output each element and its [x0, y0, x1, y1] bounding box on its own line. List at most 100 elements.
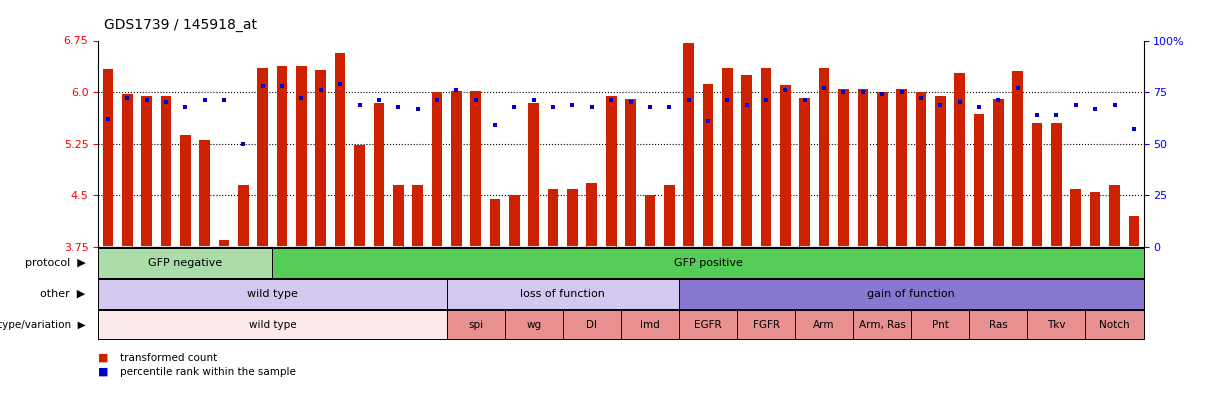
- Point: [659, 103, 679, 110]
- Text: GSM88218: GSM88218: [471, 247, 480, 288]
- Text: GSM88226: GSM88226: [800, 250, 810, 291]
- Bar: [1032, 123, 1043, 247]
- Bar: [504, 310, 563, 339]
- Point: [389, 103, 409, 110]
- Text: GSM88216: GSM88216: [780, 247, 790, 288]
- Text: GSM88249: GSM88249: [374, 250, 383, 291]
- Bar: [393, 185, 404, 247]
- Bar: [161, 96, 172, 247]
- Text: GSM88230: GSM88230: [877, 247, 887, 288]
- Text: GSM88248: GSM88248: [355, 250, 364, 291]
- Point: [892, 89, 912, 96]
- Point: [756, 97, 775, 104]
- Text: GSM88258: GSM88258: [1129, 250, 1139, 291]
- Point: [1124, 126, 1144, 132]
- Text: GSM88236: GSM88236: [994, 250, 1002, 291]
- Text: GSM88223: GSM88223: [277, 247, 287, 288]
- Text: wg: wg: [526, 320, 541, 330]
- Bar: [98, 248, 272, 278]
- Text: EGFR: EGFR: [694, 320, 721, 330]
- Text: GSM88240: GSM88240: [1071, 250, 1080, 291]
- Bar: [780, 85, 790, 247]
- Bar: [335, 53, 346, 247]
- Point: [679, 97, 698, 104]
- Text: GSM88251: GSM88251: [588, 247, 596, 288]
- Text: wild type: wild type: [249, 320, 296, 330]
- Point: [466, 97, 486, 104]
- Point: [485, 122, 504, 128]
- Bar: [218, 240, 229, 247]
- Text: GSM88225: GSM88225: [317, 250, 325, 291]
- Bar: [1070, 189, 1081, 247]
- Bar: [683, 43, 694, 247]
- Bar: [679, 310, 737, 339]
- Bar: [103, 69, 113, 247]
- Text: GSM88221: GSM88221: [123, 250, 131, 291]
- Text: GSM88220: GSM88220: [103, 250, 113, 291]
- Point: [1066, 101, 1086, 108]
- Text: GSM88217: GSM88217: [452, 247, 461, 288]
- Text: GSM88224: GSM88224: [297, 247, 306, 288]
- Point: [350, 101, 369, 108]
- Text: GSM88234: GSM88234: [955, 247, 964, 288]
- Text: GSM88229: GSM88229: [859, 250, 867, 291]
- Point: [427, 97, 447, 104]
- Point: [1047, 112, 1066, 118]
- Text: GSM88221: GSM88221: [123, 247, 131, 288]
- Text: GSM88240: GSM88240: [1071, 247, 1080, 288]
- Text: GSM88243: GSM88243: [548, 247, 557, 288]
- Point: [156, 99, 175, 106]
- Point: [833, 89, 853, 96]
- Text: GSM88244: GSM88244: [162, 247, 171, 288]
- Bar: [452, 91, 461, 247]
- Bar: [563, 310, 621, 339]
- Bar: [180, 135, 190, 247]
- Bar: [272, 248, 1144, 278]
- Point: [969, 103, 989, 110]
- Text: Tkv: Tkv: [1047, 320, 1066, 330]
- Point: [563, 101, 583, 108]
- Text: GSM88235: GSM88235: [974, 247, 984, 288]
- Bar: [412, 185, 423, 247]
- Text: GSM88214: GSM88214: [742, 247, 751, 288]
- Point: [310, 87, 330, 93]
- Text: GSM88264: GSM88264: [432, 250, 442, 291]
- Bar: [858, 89, 869, 247]
- Bar: [98, 310, 447, 339]
- Text: GSM88245: GSM88245: [180, 247, 190, 288]
- Text: GSM88263: GSM88263: [413, 250, 422, 291]
- Bar: [1129, 216, 1139, 247]
- Text: GSM88261: GSM88261: [258, 250, 267, 291]
- Text: GSM88262: GSM88262: [394, 250, 402, 291]
- Text: GSM88239: GSM88239: [1052, 247, 1061, 288]
- Bar: [567, 189, 578, 247]
- Text: GSM88227: GSM88227: [820, 250, 828, 291]
- Text: GSM88237: GSM88237: [1014, 247, 1022, 288]
- Text: GSM88255: GSM88255: [665, 247, 674, 288]
- Point: [718, 97, 737, 104]
- Bar: [818, 68, 829, 247]
- Text: GSM88230: GSM88230: [877, 250, 887, 291]
- Text: GSM88241: GSM88241: [510, 250, 519, 291]
- Point: [369, 97, 389, 104]
- Bar: [838, 89, 849, 247]
- Text: GSM88212: GSM88212: [703, 250, 713, 291]
- Bar: [761, 68, 772, 247]
- Point: [233, 141, 253, 147]
- Point: [930, 101, 950, 108]
- Text: GSM88237: GSM88237: [1014, 250, 1022, 291]
- Text: GSM88256: GSM88256: [1091, 247, 1099, 288]
- Point: [601, 97, 621, 104]
- Text: GSM88250: GSM88250: [568, 247, 577, 288]
- Point: [504, 103, 524, 110]
- Text: wild type: wild type: [247, 289, 298, 299]
- Text: GFP negative: GFP negative: [148, 258, 222, 268]
- Text: GSM88215: GSM88215: [762, 247, 771, 288]
- Bar: [800, 98, 810, 247]
- Text: GSM88255: GSM88255: [665, 250, 674, 291]
- Bar: [355, 145, 364, 247]
- Point: [118, 95, 137, 102]
- Bar: [703, 84, 713, 247]
- Point: [1086, 105, 1106, 112]
- Bar: [626, 99, 636, 247]
